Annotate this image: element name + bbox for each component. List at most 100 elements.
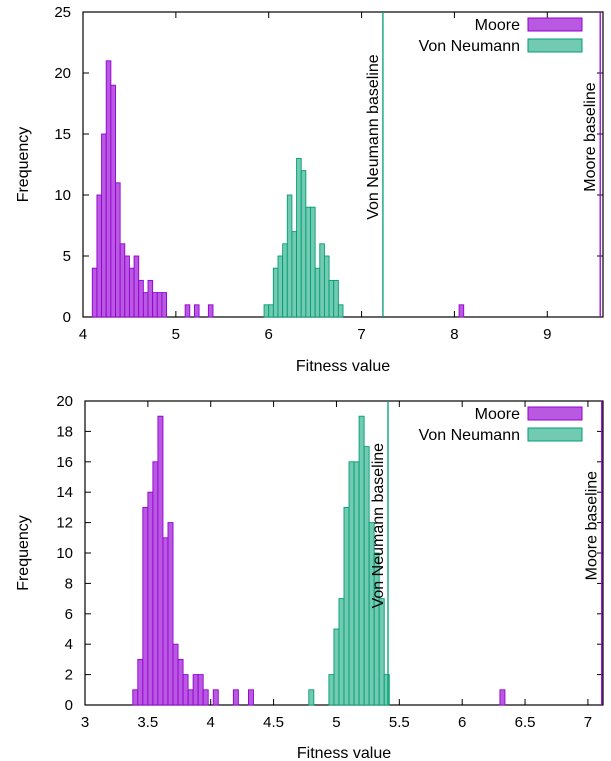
histogram-bar-moore <box>232 689 239 706</box>
histogram-bar-moore <box>96 194 103 318</box>
x-tick-label: 4 <box>207 714 215 731</box>
histogram-bar-moore <box>187 689 194 706</box>
histogram-bar-von-neumann <box>305 206 311 318</box>
histogram-bar-von-neumann <box>378 598 385 706</box>
histogram-bar-von-neumann <box>338 598 345 706</box>
histogram-bar-moore <box>177 658 184 706</box>
histogram-bar-moore <box>162 537 169 706</box>
histogram-bar-moore <box>202 689 209 706</box>
legend-swatch <box>527 38 583 53</box>
histogram-bar-von-neumann <box>263 304 270 318</box>
histogram-bar-von-neumann <box>286 194 293 318</box>
histogram-bar-von-neumann <box>319 243 325 318</box>
histogram-bar-von-neumann <box>348 461 355 706</box>
x-tick-label: 7 <box>357 326 365 343</box>
histogram-bar-von-neumann <box>277 255 284 318</box>
histogram-bar-moore <box>499 689 506 706</box>
y-tick-label: 4 <box>65 636 73 653</box>
histogram-bar-von-neumann <box>353 461 360 706</box>
baseline-label: Von Neumann baseline <box>365 54 382 220</box>
histogram-bar-moore <box>147 491 154 706</box>
histogram-bar-moore <box>152 292 158 318</box>
x-tick-label: 8 <box>450 326 458 343</box>
x-tick-label: 9 <box>543 326 551 343</box>
y-tick-label: 16 <box>56 454 73 471</box>
histogram-bar-moore <box>119 243 126 318</box>
y-tick-label: 10 <box>54 187 71 204</box>
histogram-bar-moore <box>157 415 164 706</box>
baseline-label: Moore baseline <box>582 82 599 192</box>
legend-swatch <box>527 427 583 442</box>
x-tick-label: 4.5 <box>263 714 284 731</box>
histogram-bar-moore <box>152 461 159 706</box>
y-tick-label: 2 <box>65 667 73 684</box>
y-tick-label: 18 <box>56 423 73 440</box>
legend-label: Von Neumann <box>419 427 520 444</box>
y-tick-label: 0 <box>63 309 71 326</box>
histogram-bar-moore <box>124 255 130 318</box>
x-tick-label: 5.5 <box>389 714 410 731</box>
histogram-bar-von-neumann <box>383 674 390 706</box>
baseline-label: Von Neumann baseline <box>370 443 387 609</box>
y-tick-label: 20 <box>54 65 71 82</box>
histogram-bar-moore <box>91 267 98 318</box>
histogram-bar-moore <box>193 304 200 318</box>
histogram-bar-von-neumann <box>308 689 315 706</box>
legend-swatch <box>527 17 583 32</box>
histogram-bar-von-neumann <box>296 157 302 318</box>
legend-label: Moore <box>475 17 520 34</box>
histogram-bar-moore <box>132 689 139 706</box>
legend-label: Moore <box>475 406 520 423</box>
histogram-bar-von-neumann <box>333 628 340 706</box>
x-tick-label: 5 <box>332 714 340 731</box>
histogram-bar-moore <box>142 292 149 318</box>
histogram-bar-moore <box>105 60 112 318</box>
y-tick-label: 0 <box>65 697 73 714</box>
histogram-bar-von-neumann <box>314 267 321 318</box>
y-tick-label: 12 <box>56 515 73 532</box>
histogram-bar-von-neumann <box>282 243 288 318</box>
histogram-bar-von-neumann <box>300 170 307 318</box>
y-tick-label: 10 <box>56 545 73 562</box>
histogram-bar-von-neumann <box>328 674 335 706</box>
histogram-bar-von-neumann <box>291 231 298 318</box>
histogram-bar-moore <box>110 84 116 318</box>
x-tick-label: 7 <box>584 714 592 731</box>
histogram-bar-moore <box>138 279 144 318</box>
y-tick-label: 8 <box>65 575 73 592</box>
histogram-bar-moore <box>137 658 144 706</box>
y-tick-label: 6 <box>65 606 73 623</box>
histogram-bar-moore <box>156 292 163 318</box>
histogram-bar-moore <box>184 304 191 318</box>
histogram-bar-moore <box>142 506 149 706</box>
histogram-bar-von-neumann <box>333 279 339 318</box>
x-tick-label: 3 <box>81 714 89 731</box>
histogram-bar-von-neumann <box>268 304 274 318</box>
histogram-bar-von-neumann <box>272 267 279 318</box>
y-tick-label: 5 <box>63 248 71 265</box>
histogram-bar-moore <box>247 689 254 706</box>
plot-frame <box>82 11 604 318</box>
histogram-bar-moore <box>182 674 189 706</box>
baseline-label: Moore baseline <box>584 471 601 581</box>
histogram-bar-moore <box>133 255 140 318</box>
histogram-bar-von-neumann <box>328 279 335 318</box>
x-tick-label: 4 <box>79 326 87 343</box>
histogram-bar-moore <box>128 267 135 318</box>
histogram-bar-moore <box>101 133 107 318</box>
legend-swatch <box>527 406 583 421</box>
histogram-bar-moore <box>197 674 204 706</box>
x-axis-label: Fitness value <box>297 745 391 761</box>
x-tick-label: 5 <box>172 326 180 343</box>
histogram-bar-moore <box>147 279 154 318</box>
histogram-chart-top: 0 5 10 15 20 25 4 5 6 7 8 9 Fitness value Frequency Vo… <box>15 4 604 375</box>
histogram-bar-von-neumann <box>363 446 370 706</box>
histogram-bar-von-neumann <box>358 415 365 706</box>
histogram-bar-moore <box>161 292 168 318</box>
histogram-chart-bottom: 0 2 4 6 8 10 12 14 16 18 20 3 3.5 4 4.5 5 5.5 6 6.5 7 Fitnes… <box>15 393 604 761</box>
x-tick-label: 6.5 <box>515 714 536 731</box>
x-tick-label: 6 <box>458 714 466 731</box>
histogram-bar-von-neumann <box>323 255 330 318</box>
histogram-bar-von-neumann <box>343 506 350 706</box>
